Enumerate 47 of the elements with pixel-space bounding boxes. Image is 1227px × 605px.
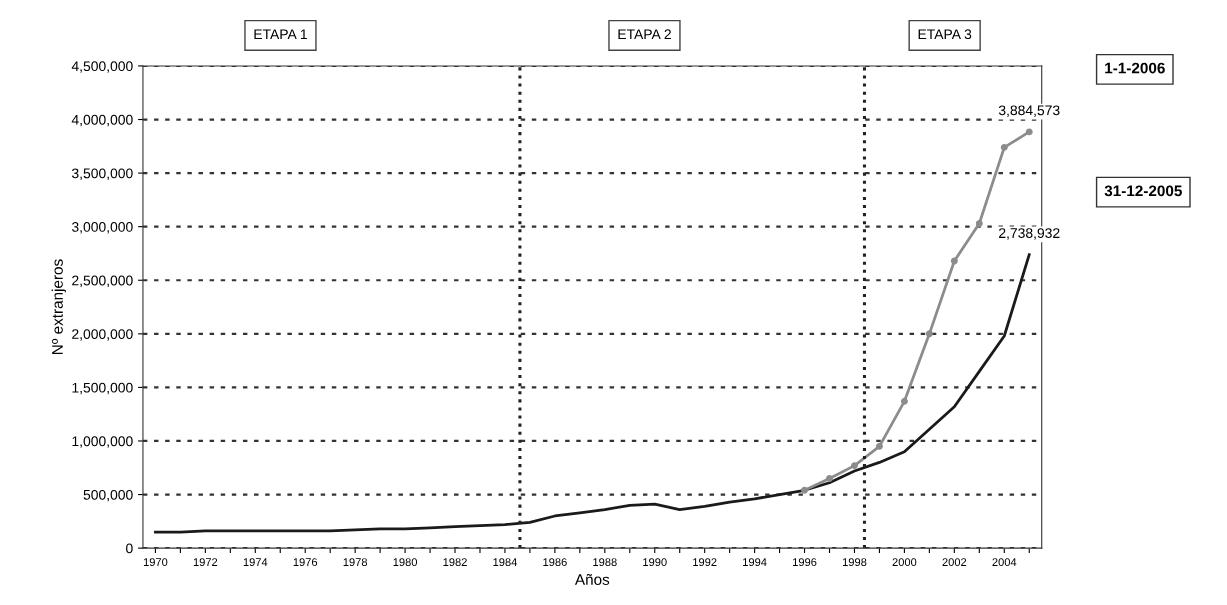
y-tick-label: 4,000,000	[71, 114, 133, 127]
x-tick-label: 1998	[842, 558, 867, 567]
text: ETAPA 3	[918, 29, 972, 40]
x-tick-label: 1990	[643, 558, 667, 567]
point	[950, 257, 958, 265]
point	[851, 462, 858, 470]
y-axis-title: Nº extranjeros	[51, 259, 66, 354]
data-label: 3,884,573	[998, 105, 1060, 117]
text: 31-12-2005	[1104, 185, 1182, 197]
point	[925, 330, 933, 338]
point	[801, 486, 809, 494]
x-tick-label: 1970	[143, 558, 168, 567]
text: 1-1-2006	[1105, 62, 1165, 74]
point	[900, 397, 908, 405]
x-tick-label: 1988	[593, 558, 617, 567]
y-tick-label: 2,000,000	[72, 329, 133, 341]
x-tick-label: 1982	[443, 558, 467, 567]
x-tick-label: 1980	[393, 558, 418, 567]
y-tick-label: 1,000,000	[72, 436, 133, 448]
x-tick-label: 2004	[992, 558, 1017, 567]
point	[1025, 128, 1033, 136]
x-tick-label: 1974	[243, 558, 268, 567]
y-tick-label: 3,500,000	[71, 168, 133, 180]
x-tick-label: 1992	[693, 558, 717, 567]
point	[875, 442, 883, 450]
x-tick-label: 1976	[293, 558, 318, 567]
x-tick-label: 1986	[543, 558, 567, 567]
point	[826, 475, 833, 482]
x-tick-label: 1994	[743, 558, 767, 567]
x-tick-label: 2002	[942, 558, 967, 567]
y-tick-label: 500,000	[83, 489, 133, 502]
text: ETAPA 1	[254, 29, 307, 39]
point	[975, 219, 983, 227]
data-label: 2,738,932	[999, 228, 1060, 240]
y-tick-label: 1,500,000	[72, 382, 133, 395]
x-tick-label: 1996	[793, 558, 817, 567]
x-axis-title: Años	[574, 573, 610, 585]
y-tick-label: 2,500,000	[72, 275, 133, 288]
x-tick-label: 1978	[343, 558, 368, 567]
y-tick-label: 3,000,000	[71, 222, 133, 234]
point	[1000, 143, 1008, 151]
x-tick-label: 1984	[493, 558, 517, 567]
text: ETAPA 2	[618, 29, 671, 39]
x-tick-label: 1972	[193, 558, 218, 567]
y-tick-label: 4,500,000	[71, 61, 133, 73]
x-tick-label: 2000	[892, 558, 917, 567]
y-tick-label: 0	[126, 543, 133, 554]
